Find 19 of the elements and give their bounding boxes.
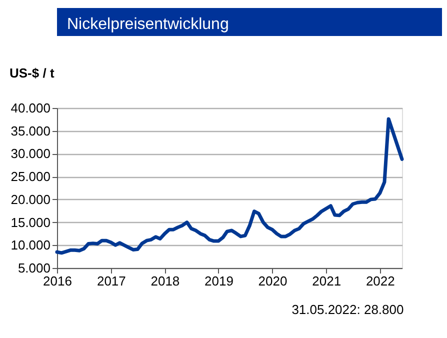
x-tick-label: 2021 [312, 274, 342, 288]
x-tick-label: 2016 [43, 274, 72, 288]
y-tick-label: 10.000 [10, 238, 50, 253]
x-tick-label: 2019 [204, 274, 234, 288]
x-tick-label: 2022 [366, 274, 395, 288]
y-tick-label: 40.000 [10, 100, 50, 116]
y-tick-label: 30.000 [10, 146, 50, 162]
y-tick-label: 20.000 [10, 192, 50, 207]
chart-title: Nickelpreisentwicklung [67, 16, 229, 33]
x-tick-label: 2017 [96, 274, 126, 288]
x-tick-label: 2018 [150, 274, 180, 288]
y-tick-label: 35.000 [10, 123, 50, 138]
y-tick-label: 25.000 [10, 169, 50, 184]
text: 31.05.2022: 28.800 [292, 302, 404, 317]
x-tick-label: 2020 [258, 274, 288, 288]
y-axis-title: US-$ / t [10, 66, 55, 80]
y-tick-label: 5.000 [18, 260, 50, 276]
line-series [55, 117, 404, 255]
y-tick-label: 15.000 [10, 214, 50, 230]
